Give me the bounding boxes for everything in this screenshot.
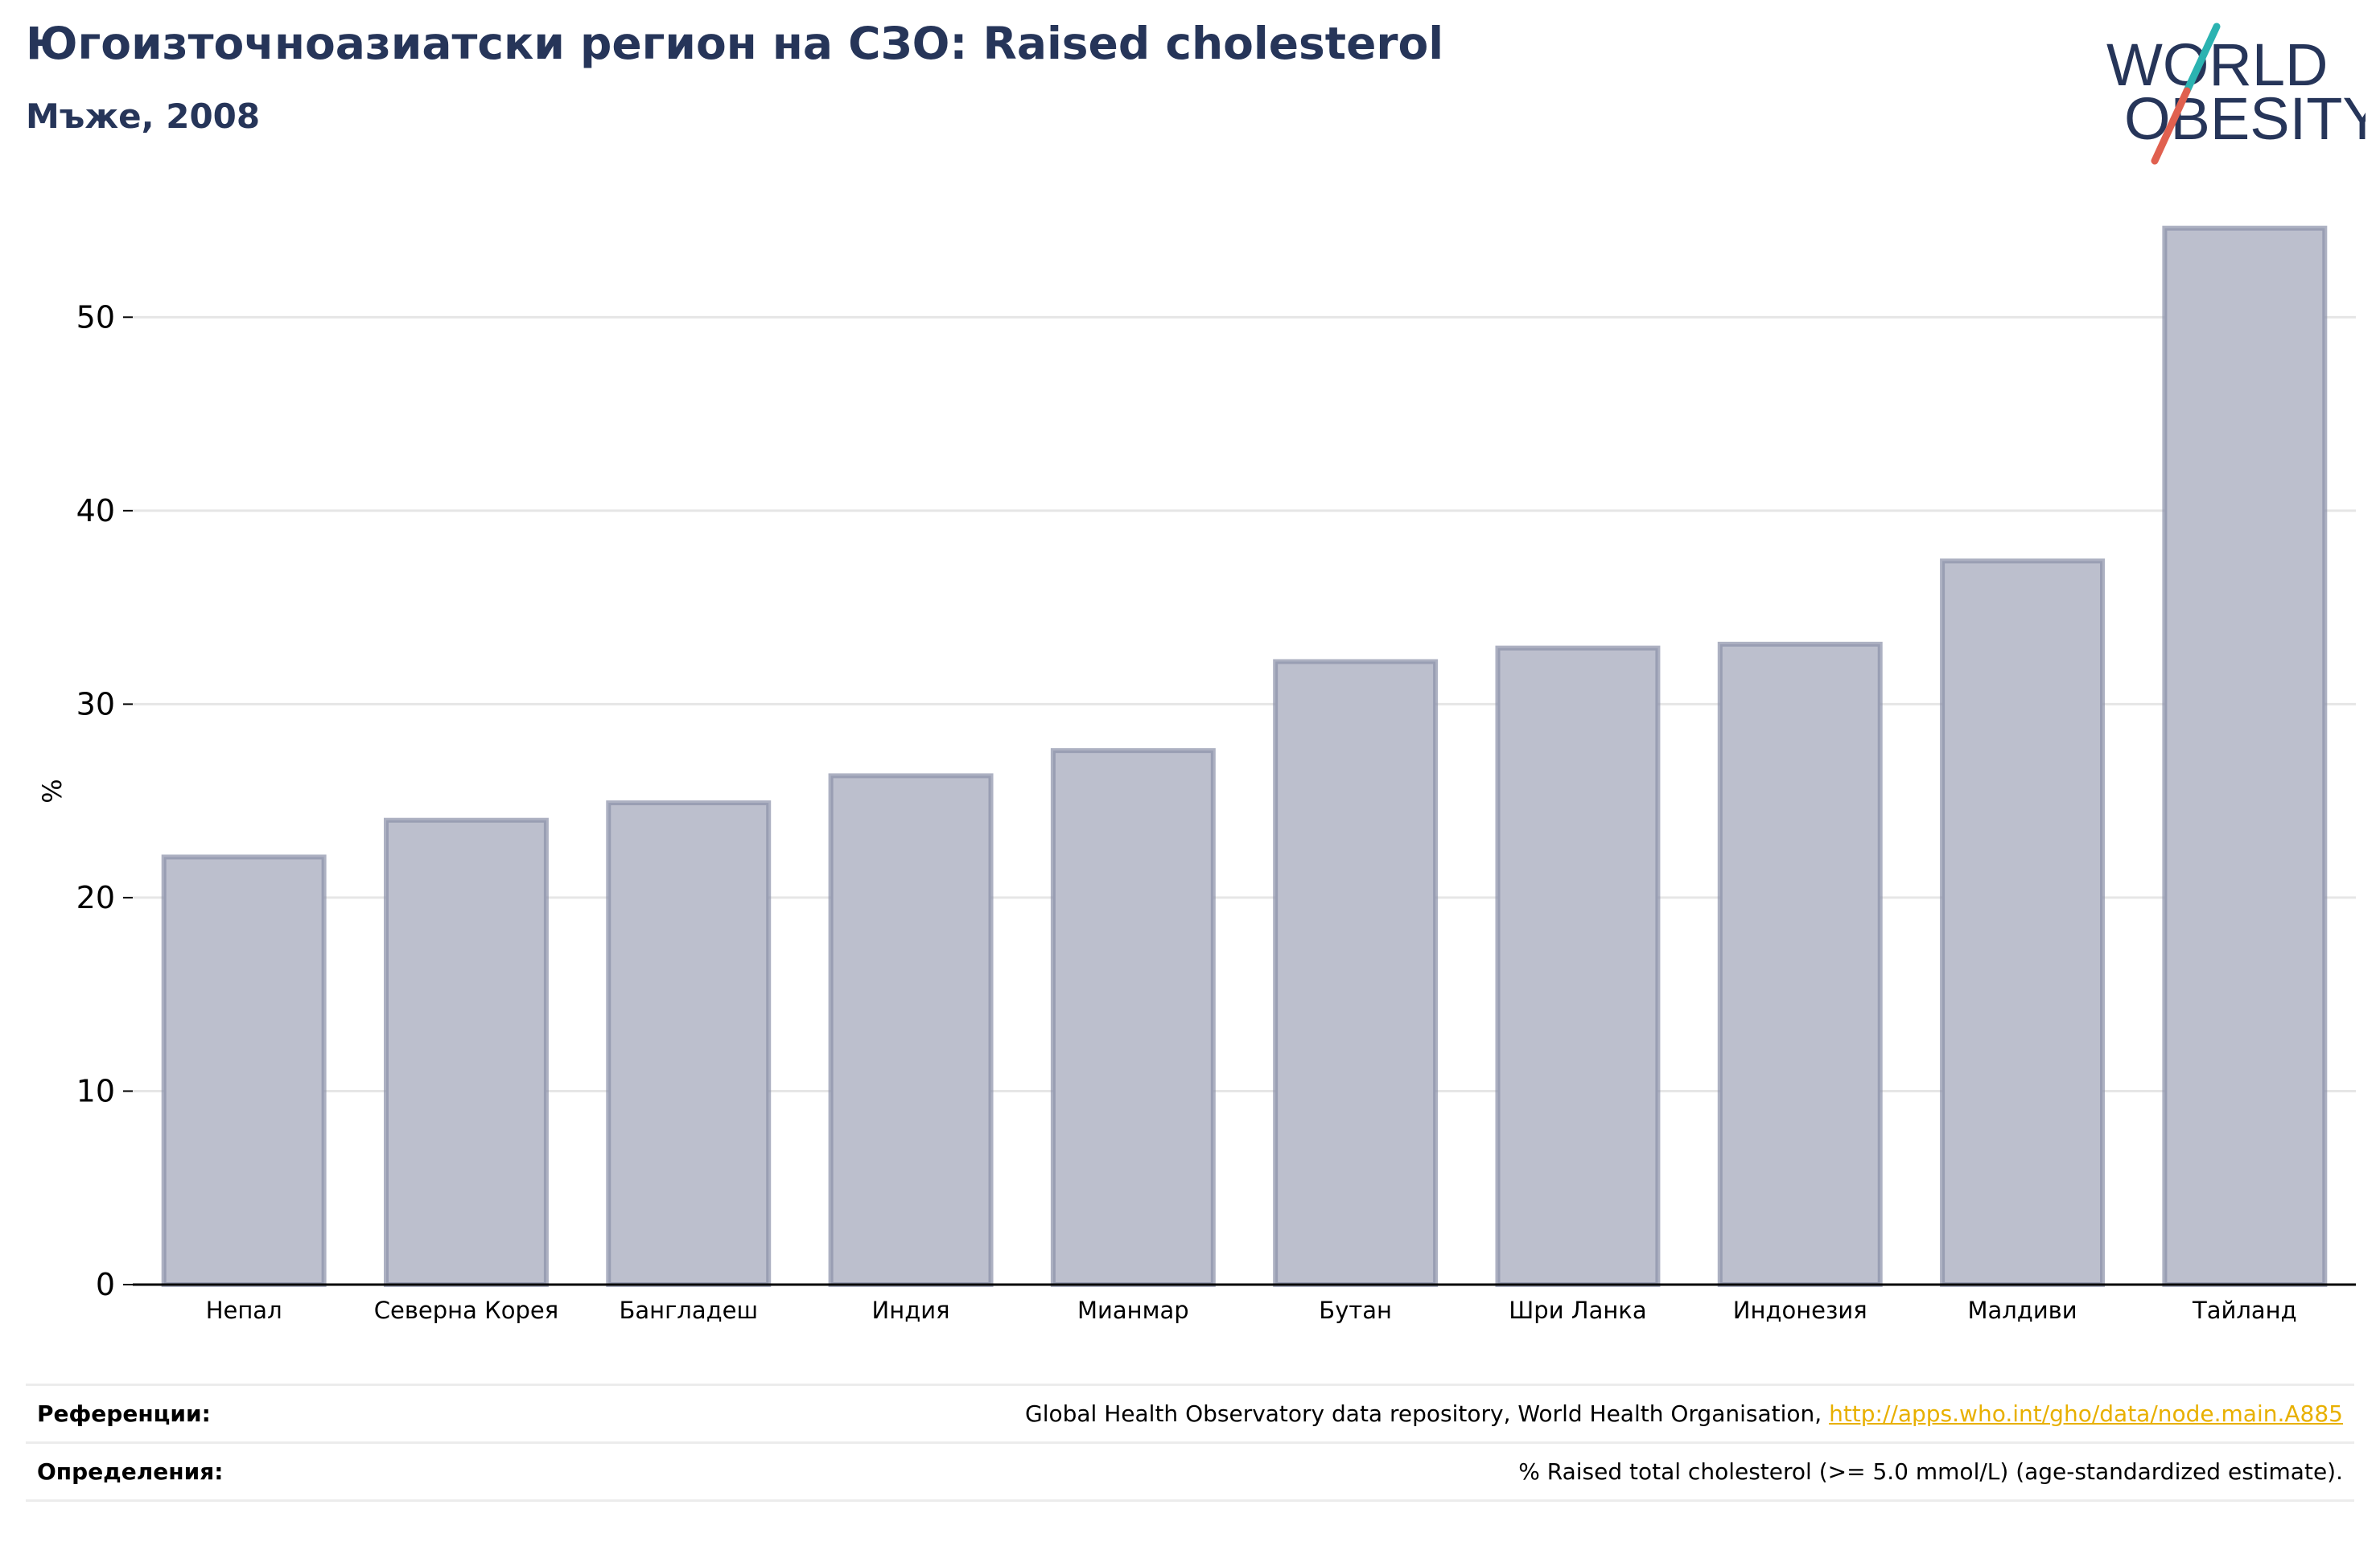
bar-chart: 0 10 20 30 40 50% Непал Северна Корея Бангладеш И…	[37, 225, 2356, 1324]
x-tick-label: Шри Ланка	[1509, 1297, 1646, 1324]
definitions-row: Определения: % Raised total cholesterol …	[26, 1441, 2354, 1500]
logo-slash-bottom-icon	[2151, 87, 2191, 165]
bar	[161, 854, 327, 1287]
x-tick-label: Северна Корея	[374, 1297, 558, 1324]
bar	[2162, 225, 2328, 1287]
references-link[interactable]: http://apps.who.int/gho/data/node.main.A…	[1829, 1400, 2343, 1427]
y-tick-label: 10	[76, 1073, 115, 1108]
bar	[1717, 641, 1883, 1287]
chart-subtitle: Мъже, 2008	[26, 97, 261, 136]
definitions-text: % Raised total cholesterol (>= 5.0 mmol/…	[1518, 1458, 2343, 1485]
y-tick-label: 0	[96, 1267, 115, 1302]
bar	[828, 773, 994, 1287]
bar	[1940, 558, 2106, 1287]
y-tick-label: 20	[76, 880, 115, 915]
definitions-label: Определения:	[37, 1458, 224, 1485]
references-text: Global Health Observatory data repositor…	[1025, 1400, 1822, 1427]
bar	[1050, 748, 1216, 1287]
logo-text-world: WORLD	[2106, 31, 2328, 98]
chart-title: Югоизточноазиатски регион на СЗО: Raised…	[26, 18, 1444, 69]
footer-bottom-rule	[26, 1499, 2354, 1502]
references-label: Референции:	[37, 1400, 211, 1427]
bar	[606, 800, 772, 1287]
references-value: Global Health Observatory data repositor…	[1025, 1400, 2343, 1427]
bar	[1495, 645, 1661, 1287]
x-tick-label: Малдиви	[1967, 1297, 2077, 1324]
x-tick-label: Индонезия	[1733, 1297, 1867, 1324]
x-tick-label: Бутан	[1319, 1297, 1392, 1324]
bar	[383, 817, 549, 1287]
references-row: Референции: Global Health Observatory da…	[26, 1384, 2354, 1442]
y-tick-label: 40	[76, 493, 115, 528]
x-tick-label: Мианмар	[1077, 1297, 1189, 1324]
x-tick-label: Бангладеш	[619, 1297, 758, 1324]
world-obesity-logo: WORLD OBESITY	[2106, 23, 2366, 165]
y-tick-label: 50	[76, 299, 115, 335]
y-axis-label: %	[37, 779, 68, 803]
x-tick-label: Непал	[206, 1297, 282, 1324]
y-tick-label: 30	[76, 686, 115, 722]
logo-slash-top-icon	[2183, 23, 2221, 95]
x-tick-label: Тайланд	[2192, 1297, 2297, 1324]
bar	[1273, 659, 1439, 1287]
x-tick-label: Индия	[872, 1297, 950, 1324]
